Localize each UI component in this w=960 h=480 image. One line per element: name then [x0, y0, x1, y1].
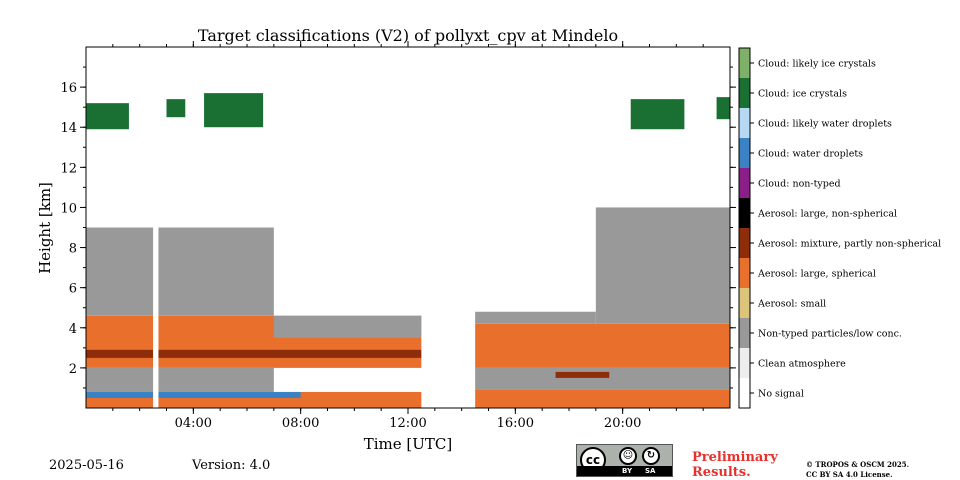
layer-1: [475, 389, 730, 408]
legend-label: Cloud: non-typed: [758, 179, 841, 190]
x-tick-label: 04:00: [175, 416, 212, 431]
layer-8: [475, 323, 730, 368]
legend-swatch: [739, 198, 750, 228]
layer-17: [716, 97, 730, 120]
layer-9: [555, 371, 610, 378]
x-tick-label: 16:00: [497, 416, 534, 431]
legend-label: Cloud: likely ice crystals: [758, 59, 876, 70]
chart-title: Target classifications (V2) of pollyxt_c…: [198, 26, 618, 45]
preliminary-line-1: Preliminary: [692, 450, 778, 465]
badge-by-label: BY: [622, 467, 633, 475]
y-tick-label: 8: [69, 242, 77, 257]
badge-sa-label: SA: [645, 467, 656, 475]
legend-swatch: [739, 378, 750, 408]
layer-4: [86, 349, 422, 358]
cc-license-badge[interactable]: cc ☺ ↻ BY SA: [576, 444, 673, 477]
by-attribution-icon: ☺: [619, 447, 637, 465]
legend-label: Clean atmosphere: [758, 359, 846, 370]
legend-label: Aerosol: small: [757, 299, 826, 310]
y-axis: 2 4 6 8 10 12 14 16: [60, 66, 736, 389]
legend-label: Cloud: water droplets: [758, 149, 863, 160]
x-tick-label: 08:00: [282, 416, 319, 431]
y-tick-label: 4: [69, 322, 77, 337]
plot-area: [86, 47, 730, 408]
copyright-line-1: © TROPOS & OSCM 2025.: [806, 460, 910, 469]
legend-label: Aerosol: mixture, partly non-spherical: [757, 239, 941, 250]
legend-swatch: [739, 348, 750, 378]
legend-label: No signal: [758, 389, 804, 400]
y-tick-label: 6: [69, 282, 77, 297]
y-tick-label: 12: [60, 161, 77, 176]
y-tick-label: 14: [60, 121, 77, 136]
y-tick-label: 2: [69, 362, 77, 377]
legend-label: Aerosol: large, spherical: [757, 269, 876, 280]
legend-label: Cloud: ice crystals: [758, 89, 847, 100]
footer-date: 2025-05-16: [49, 458, 124, 473]
legend-label: Cloud: likely water droplets: [758, 119, 892, 130]
badge-label-bar: [577, 466, 672, 476]
copyright-line-2: CC BY SA 4.0 License.: [806, 470, 893, 479]
preliminary-notice: Preliminary Results.: [692, 450, 778, 480]
x-axis: 04:00 08:00 12:00 16:00 20:00: [112, 41, 704, 431]
layer-14: [166, 99, 186, 118]
legend-frame: [738, 47, 751, 409]
legend-swatch: [739, 318, 750, 348]
colorbar-legend: No signal Clean atmosphere Non-typed parti…: [738, 47, 941, 409]
footer-version: Version: 4.0: [192, 458, 271, 473]
legend-swatch: [739, 168, 750, 198]
legend-swatch: [739, 288, 750, 318]
legend-swatch: [739, 78, 750, 108]
layer-11: [595, 207, 730, 324]
legend-swatch: [739, 228, 750, 258]
layer-16: [630, 99, 685, 130]
layer-15: [204, 93, 264, 128]
legend-swatch: [739, 138, 750, 168]
legend-swatch: [739, 258, 750, 288]
no-data-gap-1: [421, 47, 476, 408]
layer-6: [273, 315, 422, 338]
y-tick-label: 16: [60, 81, 77, 96]
legend-label: Non-typed particles/low conc.: [758, 329, 902, 340]
legend-swatch: [739, 48, 750, 78]
layer-10: [475, 311, 596, 324]
layer-7: [475, 367, 730, 390]
layer-13: [86, 103, 129, 130]
preliminary-line-2: Results.: [692, 465, 751, 480]
layer-2: [86, 367, 274, 392]
x-axis-label: Time [UTC]: [364, 435, 453, 453]
legend-label: Aerosol: large, non-spherical: [757, 209, 897, 220]
copyright-notice: © TROPOS & OSCM 2025. CC BY SA 4.0 Licen…: [806, 460, 909, 480]
x-tick-label: 12:00: [389, 416, 426, 431]
x-tick-label: 20:00: [604, 416, 641, 431]
layer-5: [86, 227, 274, 316]
share-alike-icon: ↻: [642, 447, 660, 465]
layer-12: [86, 391, 301, 398]
no-data-gap-0: [153, 47, 159, 408]
legend-swatch: [739, 108, 750, 138]
y-axis-label: Height [km]: [36, 182, 54, 274]
y-tick-label: 10: [60, 201, 77, 216]
